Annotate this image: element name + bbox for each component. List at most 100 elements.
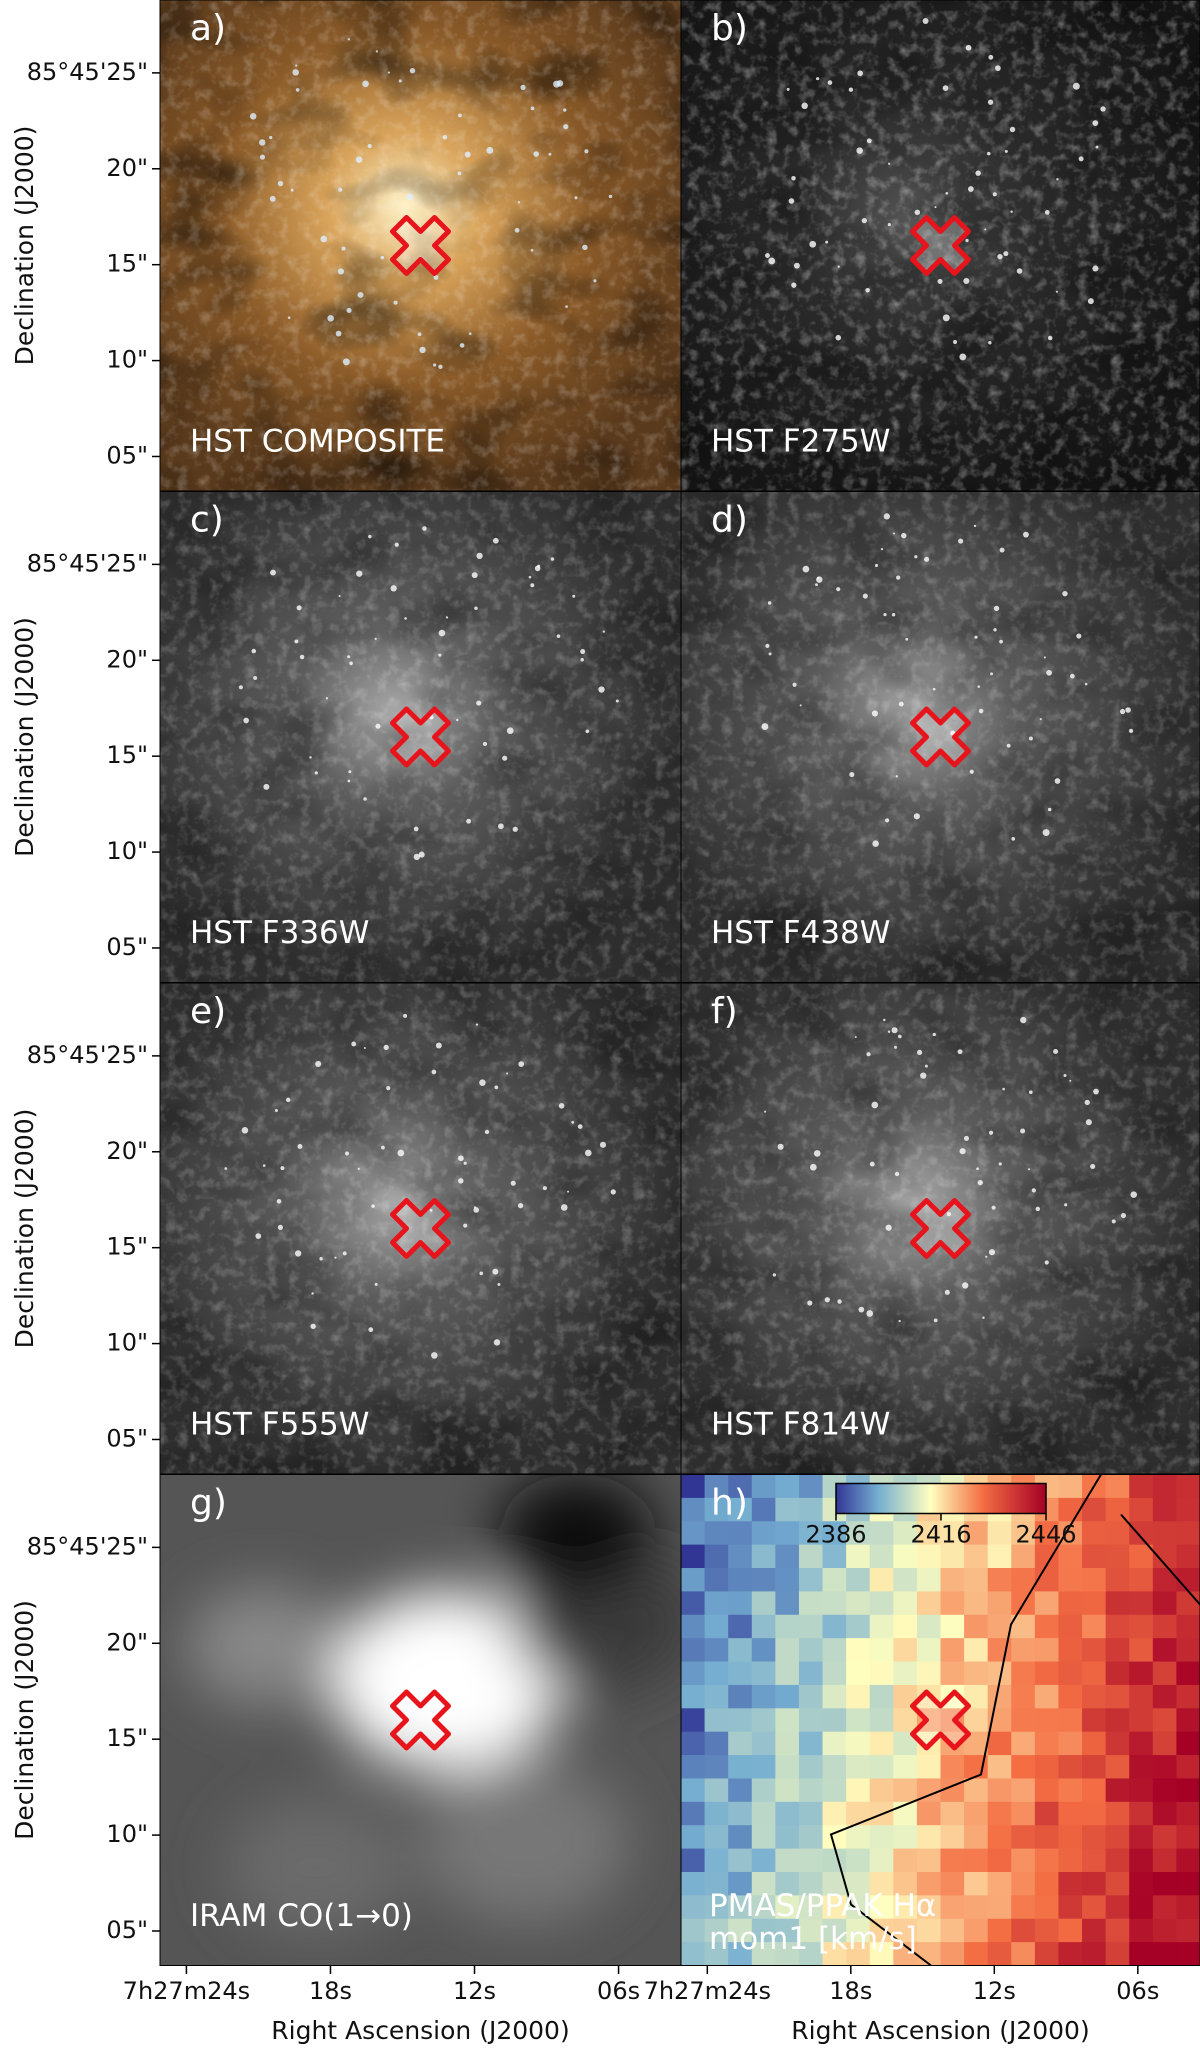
map-cell xyxy=(704,1801,729,1826)
star xyxy=(608,194,613,199)
map-cell xyxy=(681,1638,706,1663)
map-cell xyxy=(1105,1731,1130,1756)
star xyxy=(957,1049,963,1055)
star xyxy=(438,629,446,637)
map-cell xyxy=(1058,1895,1083,1920)
star xyxy=(894,1045,897,1049)
star xyxy=(580,658,584,662)
map-cell xyxy=(940,1848,965,1873)
star xyxy=(346,307,352,313)
star xyxy=(987,99,994,105)
map-cell xyxy=(798,1568,824,1592)
map-cell xyxy=(869,1544,894,1569)
map-cell xyxy=(822,1731,847,1756)
star xyxy=(914,555,918,559)
star xyxy=(431,1352,438,1359)
texture xyxy=(681,491,1200,983)
star xyxy=(792,682,797,687)
map-cell xyxy=(798,1731,824,1756)
map-cell xyxy=(1011,1684,1036,1709)
map-cell xyxy=(1176,1708,1200,1733)
star xyxy=(1044,210,1050,215)
star xyxy=(292,69,299,76)
star xyxy=(563,124,569,130)
panel-label: HST F336W xyxy=(190,915,369,951)
star xyxy=(599,1141,607,1148)
star xyxy=(404,617,407,620)
map-cell xyxy=(751,1614,776,1639)
star xyxy=(793,262,800,269)
map-cell xyxy=(964,1568,989,1592)
map-cell xyxy=(704,1638,729,1663)
star xyxy=(896,575,901,580)
star xyxy=(473,1207,480,1213)
map-cell xyxy=(846,1871,871,1896)
map-cell xyxy=(1129,1871,1154,1896)
y-tick-label: 05" xyxy=(106,1424,148,1452)
map-cell xyxy=(869,1661,894,1686)
map-cell xyxy=(846,1848,871,1873)
map-cell xyxy=(1034,1638,1059,1663)
star xyxy=(883,513,890,520)
panel-frame xyxy=(680,1474,1200,1966)
star xyxy=(457,171,462,176)
map-cell xyxy=(704,1825,729,1850)
map-cell xyxy=(728,1497,753,1522)
map-cell xyxy=(846,1778,871,1803)
map-cell xyxy=(775,1544,800,1569)
map-cell xyxy=(1129,1801,1154,1826)
map-cell xyxy=(987,1755,1012,1779)
map-cell xyxy=(964,1871,989,1896)
y-tick-label: 10" xyxy=(106,346,148,374)
star xyxy=(837,1299,842,1304)
star xyxy=(1053,1048,1059,1055)
map-cell xyxy=(1105,1825,1130,1850)
star xyxy=(891,613,896,617)
map-cell xyxy=(1058,1848,1083,1873)
map-cell xyxy=(1034,1848,1059,1873)
map-cell xyxy=(1011,1568,1036,1592)
star xyxy=(498,823,504,830)
star xyxy=(560,1204,568,1211)
map-cell xyxy=(846,1801,871,1826)
map-cell xyxy=(822,1895,847,1920)
star xyxy=(475,1023,479,1026)
map-cell xyxy=(1176,1871,1200,1896)
colorbar-tick-label: 2446 xyxy=(1015,1521,1076,1549)
star xyxy=(1130,1191,1137,1198)
map-cell xyxy=(775,1778,800,1803)
star xyxy=(577,1124,583,1129)
star xyxy=(1011,836,1016,841)
star xyxy=(982,1316,985,1319)
star xyxy=(433,275,439,280)
star xyxy=(869,1161,875,1167)
star xyxy=(977,1179,983,1186)
map-cell xyxy=(1058,1614,1083,1639)
map-cell xyxy=(987,1591,1012,1616)
map-cell xyxy=(964,1801,989,1826)
star xyxy=(380,255,385,260)
star xyxy=(571,1121,575,1124)
map-cell xyxy=(916,1895,941,1920)
star xyxy=(973,524,977,528)
map-cell xyxy=(1058,1801,1083,1826)
map-cell xyxy=(751,1497,776,1522)
map-cell xyxy=(798,1497,824,1522)
map-cell xyxy=(798,1708,824,1733)
star xyxy=(942,85,949,92)
map-cell xyxy=(681,1825,706,1850)
map-cell xyxy=(751,1778,776,1803)
star xyxy=(374,637,377,641)
panel-label: IRAM CO(1→0) xyxy=(190,1898,413,1934)
star xyxy=(932,1032,936,1037)
star xyxy=(898,701,904,707)
star xyxy=(422,526,427,531)
star xyxy=(473,1206,477,1209)
star xyxy=(510,1180,516,1186)
map-cell xyxy=(822,1568,847,1592)
star xyxy=(898,1034,902,1039)
map-cell xyxy=(916,1661,941,1686)
map-cell xyxy=(869,1568,894,1592)
map-cell xyxy=(1152,1708,1177,1733)
star xyxy=(468,332,472,336)
